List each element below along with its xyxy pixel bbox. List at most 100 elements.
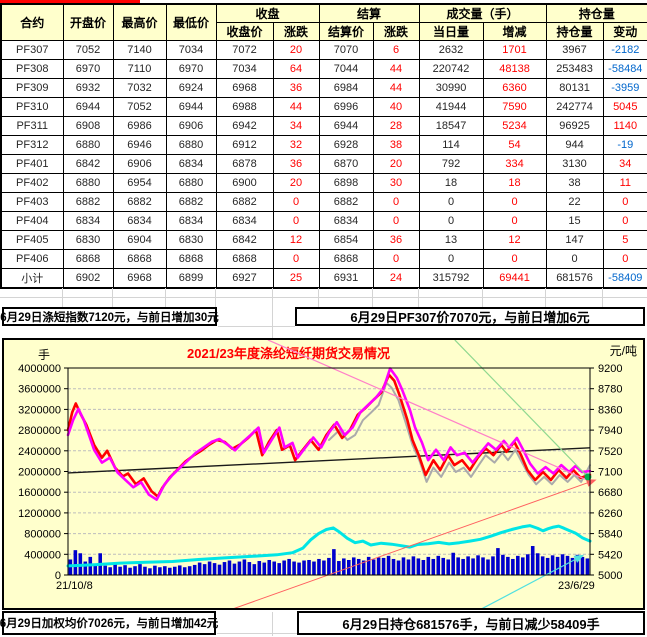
- value-cell[interactable]: 38: [545, 173, 604, 193]
- value-cell[interactable]: 7590: [482, 97, 547, 117]
- value-cell[interactable]: 0: [602, 211, 647, 231]
- value-cell[interactable]: 7044: [318, 59, 374, 79]
- value-cell[interactable]: 6882: [62, 192, 114, 212]
- value-cell[interactable]: 6842: [215, 230, 274, 250]
- contract-cell[interactable]: PF402: [0, 173, 64, 193]
- value-cell[interactable]: 944: [545, 135, 604, 155]
- value-cell[interactable]: 0: [372, 249, 420, 269]
- value-cell[interactable]: 242774: [545, 97, 604, 117]
- value-cell[interactable]: 64: [272, 59, 320, 79]
- col-header-volume[interactable]: 当日量: [418, 22, 484, 41]
- value-cell[interactable]: 0: [482, 249, 547, 269]
- value-cell[interactable]: 6970: [165, 59, 217, 79]
- col-header-contract[interactable]: 合约: [0, 3, 64, 41]
- value-cell[interactable]: 5045: [602, 97, 647, 117]
- value-cell[interactable]: -3959: [602, 78, 647, 98]
- value-cell[interactable]: 6898: [318, 173, 374, 193]
- value-cell[interactable]: 6946: [112, 135, 167, 155]
- value-cell[interactable]: 18547: [418, 116, 484, 136]
- contract-cell[interactable]: PF307: [0, 40, 64, 60]
- value-cell[interactable]: 315792: [418, 268, 484, 289]
- col-header-close[interactable]: 收盘价: [215, 22, 274, 41]
- value-cell[interactable]: 69441: [482, 268, 547, 289]
- value-cell[interactable]: 0: [272, 211, 320, 231]
- value-cell[interactable]: 1701: [482, 40, 547, 60]
- value-cell[interactable]: 5: [602, 230, 647, 250]
- value-cell[interactable]: 36: [272, 78, 320, 98]
- value-cell[interactable]: 253483: [545, 59, 604, 79]
- value-cell[interactable]: 7032: [112, 78, 167, 98]
- value-cell[interactable]: 12: [482, 230, 547, 250]
- value-cell[interactable]: 6842: [62, 154, 114, 174]
- col-group-close[interactable]: 收盘: [215, 3, 320, 23]
- value-cell[interactable]: 6970: [62, 59, 114, 79]
- contract-cell[interactable]: PF403: [0, 192, 64, 212]
- value-cell[interactable]: 0: [602, 192, 647, 212]
- value-cell[interactable]: -58409: [602, 268, 647, 289]
- banner-open-interest[interactable]: 6月29日持仓681576手，与前日减少58409手: [297, 611, 645, 635]
- col-group-volume[interactable]: 成交量（手）: [418, 3, 547, 23]
- value-cell[interactable]: 44: [272, 97, 320, 117]
- value-cell[interactable]: 6834: [165, 211, 217, 231]
- value-cell[interactable]: 41944: [418, 97, 484, 117]
- col-header-high[interactable]: 最高价: [112, 3, 167, 41]
- value-cell[interactable]: 6906: [165, 116, 217, 136]
- value-cell[interactable]: 34: [602, 154, 647, 174]
- value-cell[interactable]: 6988: [215, 97, 274, 117]
- value-cell[interactable]: 6880: [62, 173, 114, 193]
- value-cell[interactable]: 6868: [215, 249, 274, 269]
- value-cell[interactable]: 15: [545, 211, 604, 231]
- col-header-low[interactable]: 最低价: [165, 3, 217, 41]
- value-cell[interactable]: 6830: [165, 230, 217, 250]
- value-cell[interactable]: 30: [372, 173, 420, 193]
- contract-cell[interactable]: PF404: [0, 211, 64, 231]
- contract-cell[interactable]: 小计: [0, 268, 64, 289]
- value-cell[interactable]: 6882: [112, 192, 167, 212]
- value-cell[interactable]: 5234: [482, 116, 547, 136]
- col-header-oi-chg[interactable]: 变动: [602, 22, 647, 41]
- value-cell[interactable]: -2182: [602, 40, 647, 60]
- value-cell[interactable]: 6880: [62, 135, 114, 155]
- contract-cell[interactable]: PF310: [0, 97, 64, 117]
- value-cell[interactable]: 6854: [318, 230, 374, 250]
- value-cell[interactable]: 6944: [318, 116, 374, 136]
- value-cell[interactable]: 147: [545, 230, 604, 250]
- value-cell[interactable]: 6882: [318, 192, 374, 212]
- value-cell[interactable]: 20: [372, 154, 420, 174]
- value-cell[interactable]: 18: [482, 173, 547, 193]
- value-cell[interactable]: 0: [272, 192, 320, 212]
- value-cell[interactable]: 38: [372, 135, 420, 155]
- value-cell[interactable]: 6900: [215, 173, 274, 193]
- value-cell[interactable]: 28: [372, 116, 420, 136]
- value-cell[interactable]: 0: [482, 192, 547, 212]
- contract-cell[interactable]: PF311: [0, 116, 64, 136]
- value-cell[interactable]: 44: [372, 78, 420, 98]
- value-cell[interactable]: 20: [272, 40, 320, 60]
- value-cell[interactable]: 36: [372, 230, 420, 250]
- value-cell[interactable]: 6878: [215, 154, 274, 174]
- value-cell[interactable]: 40: [372, 97, 420, 117]
- value-cell[interactable]: 80131: [545, 78, 604, 98]
- contract-cell[interactable]: PF406: [0, 249, 64, 269]
- value-cell[interactable]: 6932: [62, 78, 114, 98]
- value-cell[interactable]: 0: [602, 249, 647, 269]
- value-cell[interactable]: 0: [272, 249, 320, 269]
- value-cell[interactable]: 6880: [165, 173, 217, 193]
- contract-cell[interactable]: PF308: [0, 59, 64, 79]
- value-cell[interactable]: 6834: [318, 211, 374, 231]
- value-cell[interactable]: 6899: [165, 268, 217, 289]
- value-cell[interactable]: 6984: [318, 78, 374, 98]
- value-cell[interactable]: 6954: [112, 173, 167, 193]
- value-cell[interactable]: 6928: [318, 135, 374, 155]
- value-cell[interactable]: 11: [602, 173, 647, 193]
- col-header-volume-chg[interactable]: 增减: [482, 22, 547, 41]
- value-cell[interactable]: 24: [372, 268, 420, 289]
- col-header-close-chg[interactable]: 涨跌: [272, 22, 320, 41]
- value-cell[interactable]: 7110: [112, 59, 167, 79]
- banner-index-price[interactable]: 6月29日涤短指数7120元，与前日增加30元: [0, 307, 219, 326]
- value-cell[interactable]: 7034: [165, 40, 217, 60]
- value-cell[interactable]: 96925: [545, 116, 604, 136]
- col-group-settle[interactable]: 结算: [318, 3, 420, 23]
- value-cell[interactable]: -58484: [602, 59, 647, 79]
- contract-cell[interactable]: PF312: [0, 135, 64, 155]
